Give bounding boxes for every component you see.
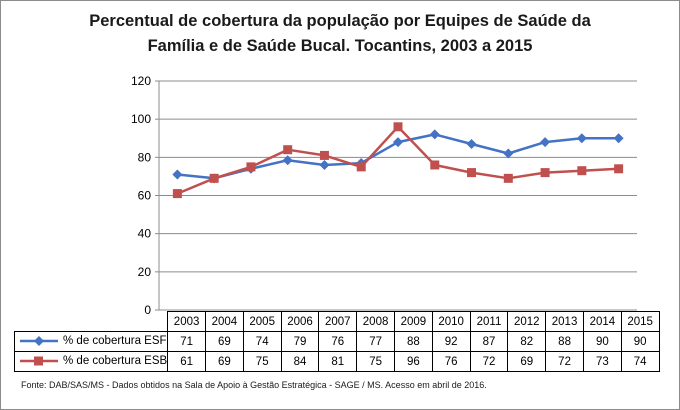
value-esf-2004: 69 <box>205 331 244 352</box>
point-esb-2004 <box>209 173 219 183</box>
point-esb-2013 <box>540 168 550 178</box>
point-esf-2011 <box>466 138 477 149</box>
series-line-esb <box>176 125 619 195</box>
value-esf-2007: 76 <box>318 331 358 352</box>
x-tick-label-2013: 2013 <box>545 311 584 332</box>
x-tick-label-2007: 2007 <box>318 311 358 332</box>
point-esb-2003 <box>172 189 182 199</box>
point-esf-2009 <box>393 137 403 148</box>
point-esf-2010 <box>429 129 440 140</box>
y-tick-label-0: 0 <box>144 303 151 317</box>
chart-title-line-1: Percentual de cobertura da população por… <box>89 12 591 30</box>
value-esb-2005: 75 <box>242 351 282 372</box>
point-esb-2005 <box>246 162 256 172</box>
value-esf-2009: 88 <box>393 331 433 352</box>
legend-key-esb <box>20 356 58 366</box>
chart-title-line-2: Família e de Saúde Bucal. Tocantins, 200… <box>147 37 533 55</box>
value-esb-2011: 72 <box>469 351 509 372</box>
point-esf-2014 <box>576 133 587 144</box>
value-esb-2014: 73 <box>582 351 622 372</box>
data-table-header-row: 2003 2004 2005 2006 2007 2008 2009 2010 2011 2012… <box>14 311 660 332</box>
value-esf-2015: 90 <box>620 331 660 352</box>
value-esf-2014: 90 <box>582 331 622 352</box>
source-note: Fonte: DAB/SAS/MS - Dados obtidos na Sal… <box>21 380 487 390</box>
point-esf-2015 <box>613 133 624 144</box>
point-esb-2007 <box>319 150 329 160</box>
point-esf-2013 <box>540 137 551 148</box>
point-esf-2006 <box>282 155 293 166</box>
point-esf-2007 <box>319 159 330 170</box>
y-tick-label-80: 80 <box>138 150 152 164</box>
value-esb-2013: 72 <box>545 351 584 372</box>
point-esb-2015 <box>614 164 624 174</box>
value-esb-2004: 69 <box>205 351 244 372</box>
value-esb-2015: 74 <box>620 351 660 372</box>
point-esb-2011 <box>467 168 477 178</box>
data-table: 2003 2004 2005 2006 2007 2008 2009 2010 2011 2012… <box>13 311 660 372</box>
chart-title: Percentual de cobertura da população por… <box>1 9 679 59</box>
x-tick-label-2003: 2003 <box>167 311 206 332</box>
value-esb-2006: 84 <box>280 351 320 372</box>
y-tick-label-20: 20 <box>138 265 152 279</box>
legend-key-esf <box>20 336 58 347</box>
point-esb-2010 <box>430 160 440 170</box>
value-esf-2013: 88 <box>545 331 584 352</box>
x-tick-label-2005: 2005 <box>242 311 282 332</box>
value-esf-2005: 74 <box>242 331 282 352</box>
x-tick-label-2008: 2008 <box>356 311 395 332</box>
value-esf-2006: 79 <box>280 331 320 352</box>
x-tick-label-2015: 2015 <box>620 311 660 332</box>
point-esb-2014 <box>577 166 587 176</box>
y-tick-label-120: 120 <box>131 74 151 88</box>
value-esb-2010: 76 <box>431 351 471 372</box>
x-tick-label-2006: 2006 <box>280 311 320 332</box>
value-esf-2012: 82 <box>507 331 547 352</box>
data-table-corner <box>14 311 169 332</box>
legend-esb: % de cobertura ESB <box>13 351 169 372</box>
legend-label-esb: % de cobertura ESB <box>63 355 168 368</box>
value-esb-2012: 69 <box>507 351 547 372</box>
value-esf-2003: 71 <box>167 331 206 352</box>
value-esb-2003: 61 <box>167 351 206 372</box>
point-esf-2012 <box>503 148 514 159</box>
x-tick-label-2004: 2004 <box>205 311 244 332</box>
value-esf-2010: 92 <box>431 331 471 352</box>
data-table-row-esb: % de cobertura ESB 61 69 75 84 81 75 96 76 72 69 7… <box>13 351 660 372</box>
y-tick-label-100: 100 <box>131 112 151 126</box>
value-esb-2008: 75 <box>356 351 395 372</box>
value-esb-2009: 96 <box>393 351 433 372</box>
value-esf-2008: 77 <box>356 331 395 352</box>
point-esb-2009 <box>393 122 403 132</box>
x-tick-label-2012: 2012 <box>507 311 547 332</box>
legend-esf: % de cobertura ESF <box>13 331 169 352</box>
x-tick-label-2014: 2014 <box>582 311 622 332</box>
point-esb-2012 <box>503 173 513 183</box>
y-tick-label-40: 40 <box>138 227 152 241</box>
legend-label-esf: % de cobertura ESF <box>63 335 167 348</box>
x-tick-label-2011: 2011 <box>469 311 509 332</box>
value-esb-2007: 81 <box>318 351 358 372</box>
x-tick-label-2009: 2009 <box>393 311 433 332</box>
point-esb-2008 <box>356 162 366 172</box>
point-esf-2003 <box>172 169 183 180</box>
data-table-row-esf: % de cobertura ESF 71 69 74 79 76 77 88 92 87 82 8… <box>13 331 660 352</box>
value-esf-2011: 87 <box>469 331 509 352</box>
x-tick-label-2010: 2010 <box>431 311 471 332</box>
point-esb-2006 <box>283 145 293 155</box>
y-tick-label-60: 60 <box>138 189 152 203</box>
